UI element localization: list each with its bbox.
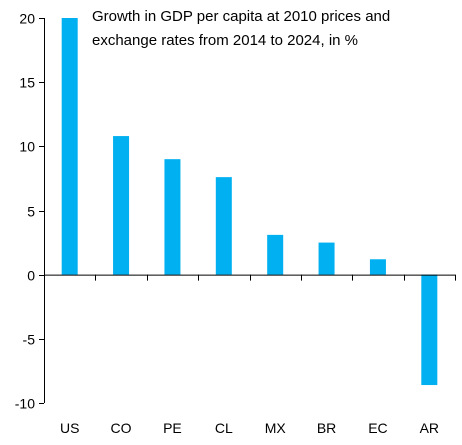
x-category-label-cl: CL — [215, 420, 233, 436]
chart-title-line-1: Growth in GDP per capita at 2010 prices … — [92, 8, 390, 25]
y-tick-label: 20 — [19, 11, 35, 27]
labels-layer: -10 -5 0 5 10 15 20 US CO PE CL MX BR EC AR — [15, 11, 439, 437]
bar-pe — [164, 159, 181, 275]
x-category-label-pe: PE — [163, 420, 182, 436]
bars-layer — [61, 18, 438, 386]
bar-br — [318, 242, 335, 275]
bar-ec — [369, 259, 386, 275]
y-tick-label: 10 — [19, 139, 35, 155]
y-tick-label: 5 — [27, 204, 35, 220]
bar-ar — [421, 274, 438, 386]
x-category-label-co: CO — [111, 420, 132, 436]
bar-us — [61, 18, 78, 275]
y-tick-label: 0 — [27, 268, 35, 284]
x-category-label-mx: MX — [265, 420, 287, 436]
y-tick-label: 15 — [19, 75, 35, 91]
x-category-label-us: US — [60, 420, 79, 436]
x-category-label-br: BR — [317, 420, 336, 436]
chart-title-line-2: exchange rates from 2014 to 2024, in % — [92, 32, 358, 49]
axes-layer — [39, 18, 456, 404]
bar-mx — [267, 234, 284, 275]
x-category-label-ec: EC — [368, 420, 387, 436]
x-category-label-ar: AR — [420, 420, 439, 436]
y-tick-label: -5 — [23, 332, 36, 348]
bar-cl — [215, 177, 232, 275]
y-tick-label: -10 — [15, 396, 35, 412]
bar-co — [113, 136, 130, 275]
